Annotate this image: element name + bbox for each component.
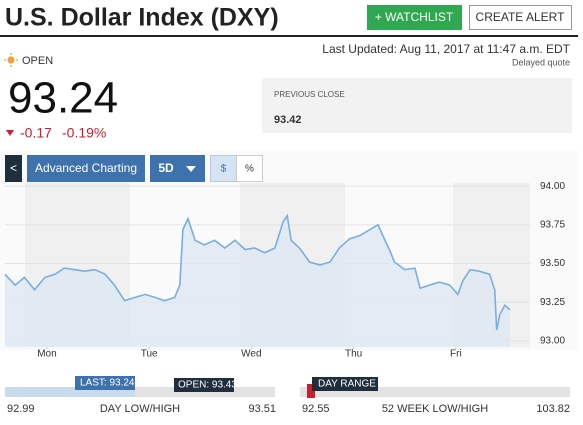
page-title: U.S. Dollar Index (DXY) bbox=[5, 4, 279, 32]
week52-high: 103.82 bbox=[536, 403, 570, 415]
day-range-flag bbox=[312, 377, 378, 391]
y-tick-label: 93.50 bbox=[540, 258, 565, 269]
y-tick-label: 94.00 bbox=[540, 181, 565, 192]
x-tick-label: Thu bbox=[345, 349, 362, 360]
percent-label[interactable]: % bbox=[245, 164, 254, 175]
open-flag bbox=[174, 378, 234, 392]
previous-close-box bbox=[262, 78, 572, 133]
chart: 94.00 93.75 93.50 93.25 93.00 Mon Tue Wed Thu Fri bbox=[4, 181, 565, 360]
back-button[interactable] bbox=[5, 155, 22, 182]
week52-label: 52 WEEK LOW/HIGH bbox=[382, 403, 488, 415]
day-range-bar bbox=[5, 387, 275, 397]
x-tick-label: Mon bbox=[37, 349, 56, 360]
alert-button[interactable] bbox=[469, 5, 572, 30]
price: 93.24 bbox=[8, 74, 118, 123]
day-low: 92.99 bbox=[7, 403, 35, 415]
alert-label[interactable]: CREATE ALERT bbox=[476, 10, 566, 24]
watchlist-label[interactable]: + WATCHLIST bbox=[375, 10, 454, 24]
down-arrow bbox=[6, 130, 14, 136]
week52-low: 92.55 bbox=[302, 403, 330, 415]
watchlist-button[interactable] bbox=[367, 5, 462, 30]
change-percent: -0.19% bbox=[62, 125, 106, 141]
market-status: OPEN bbox=[22, 55, 53, 67]
dropdown-caret bbox=[186, 166, 196, 172]
x-tick-label: Tue bbox=[141, 349, 158, 360]
week52-bar bbox=[300, 387, 570, 397]
price-line bbox=[4, 213, 511, 331]
range-button[interactable] bbox=[150, 155, 205, 182]
last-flag bbox=[75, 376, 135, 390]
last-label: LAST: 93.24 bbox=[80, 378, 135, 389]
day-range-label: DAY LOW/HIGH bbox=[100, 403, 180, 415]
last-updated: Last Updated: Aug 11, 2017 at 11:47 a.m.… bbox=[322, 42, 570, 56]
y-tick-label: 93.25 bbox=[540, 297, 565, 308]
back-label[interactable]: < bbox=[10, 161, 17, 175]
day-high: 93.51 bbox=[248, 403, 276, 415]
previous-close-value: 93.42 bbox=[274, 114, 302, 126]
open-label: OPEN: 93.43 bbox=[178, 380, 237, 391]
day-range-fill bbox=[5, 387, 135, 397]
percent-button[interactable] bbox=[236, 155, 263, 182]
x-tick-label: Fri bbox=[450, 349, 462, 360]
advanced-charting-label[interactable]: Advanced Charting bbox=[35, 161, 137, 175]
change: -0.17 bbox=[20, 125, 52, 141]
area bbox=[5, 215, 510, 347]
y-tick-label: 93.75 bbox=[540, 219, 565, 230]
week52-marker bbox=[307, 384, 315, 398]
day-range-marker-label: DAY RANGE bbox=[318, 379, 376, 390]
delayed-note: Delayed quote bbox=[512, 57, 570, 67]
range-label[interactable]: 5D bbox=[158, 161, 174, 175]
sun-icon bbox=[4, 53, 18, 67]
x-tick-label: Wed bbox=[241, 349, 261, 360]
advanced-charting-button[interactable] bbox=[27, 155, 145, 182]
previous-close-label: PREVIOUS CLOSE bbox=[274, 90, 345, 99]
dollar-label[interactable]: $ bbox=[221, 164, 227, 175]
y-tick-label: 93.00 bbox=[540, 335, 565, 346]
